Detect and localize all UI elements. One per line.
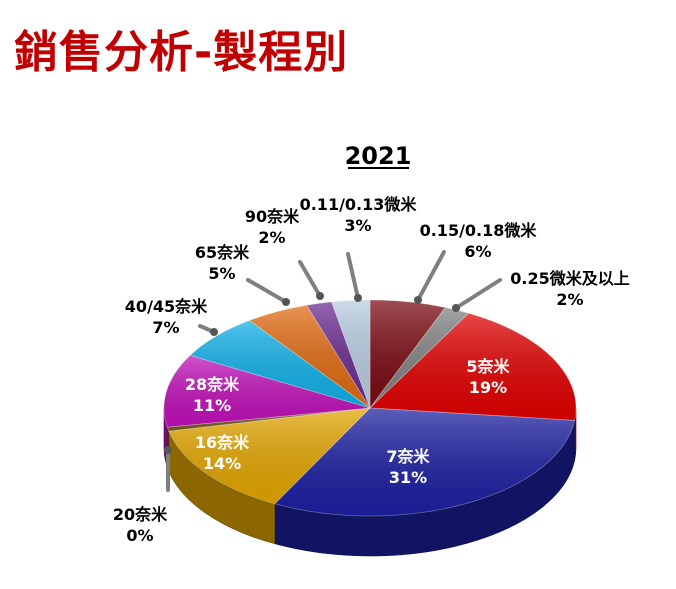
slice-label-0: 0.15/0.18微米 <box>420 221 538 240</box>
leader-dot-1 <box>452 304 460 312</box>
slice-value-label-1: 2% <box>556 290 583 309</box>
leader-dot-10 <box>354 294 362 302</box>
slide-title: 銷售分析-製程別 <box>14 27 349 78</box>
slice-label-5: 20奈米 <box>113 505 168 524</box>
slice-highlight-5 <box>167 408 370 432</box>
leader-dot-9 <box>316 292 324 300</box>
slice-label-10: 0.11/0.13微米 <box>300 195 418 214</box>
leader-line-10 <box>346 252 360 300</box>
slice-highlight-9 <box>306 301 370 408</box>
slice-value-label-3: 31% <box>389 468 427 487</box>
leader-line-9 <box>298 260 322 298</box>
chart-title: 2021 <box>345 142 412 170</box>
slice-highlight-1 <box>370 307 469 408</box>
slice-label-4: 16奈米 <box>195 433 250 452</box>
slice-value-label-7: 7% <box>152 318 179 337</box>
slice-label-9: 90奈米 <box>245 207 300 226</box>
leader-dot-7 <box>210 328 218 336</box>
slice-value-label-9: 2% <box>258 228 285 247</box>
slice-label-2: 5奈米 <box>466 357 510 376</box>
leader-dot-8 <box>282 298 290 306</box>
slice-highlight-10 <box>331 300 370 408</box>
leader-line-8 <box>246 278 288 304</box>
slice-value-label-5: 0% <box>126 526 153 545</box>
slice-highlight-8 <box>249 305 370 408</box>
slice-highlight-2 <box>370 313 577 421</box>
leader-dot-5 <box>164 446 172 454</box>
slice-value-label-6: 11% <box>193 396 231 415</box>
leader-dot-0 <box>414 296 422 304</box>
leader-line-0 <box>416 250 446 302</box>
slice-value-label-0: 6% <box>464 242 491 261</box>
slice-label-8: 65奈米 <box>195 243 250 262</box>
slice-label-3: 7奈米 <box>386 447 430 466</box>
leader-line-1 <box>454 278 502 310</box>
slice-highlight-3 <box>274 408 575 516</box>
slice-value-label-2: 19% <box>469 378 507 397</box>
slice-value-label-4: 14% <box>203 454 241 473</box>
slice-highlight-4 <box>168 408 370 504</box>
slice-label-6: 28奈米 <box>185 375 240 394</box>
slice-label-1: 0.25微米及以上 <box>510 269 629 288</box>
slice-highlight-6 <box>164 355 370 428</box>
slice-label-7: 40/45奈米 <box>125 297 208 316</box>
slice-value-label-10: 3% <box>344 216 371 235</box>
slice-value-label-8: 5% <box>208 264 235 283</box>
slice-highlight-0 <box>370 300 446 408</box>
slice-highlight-7 <box>190 320 370 408</box>
